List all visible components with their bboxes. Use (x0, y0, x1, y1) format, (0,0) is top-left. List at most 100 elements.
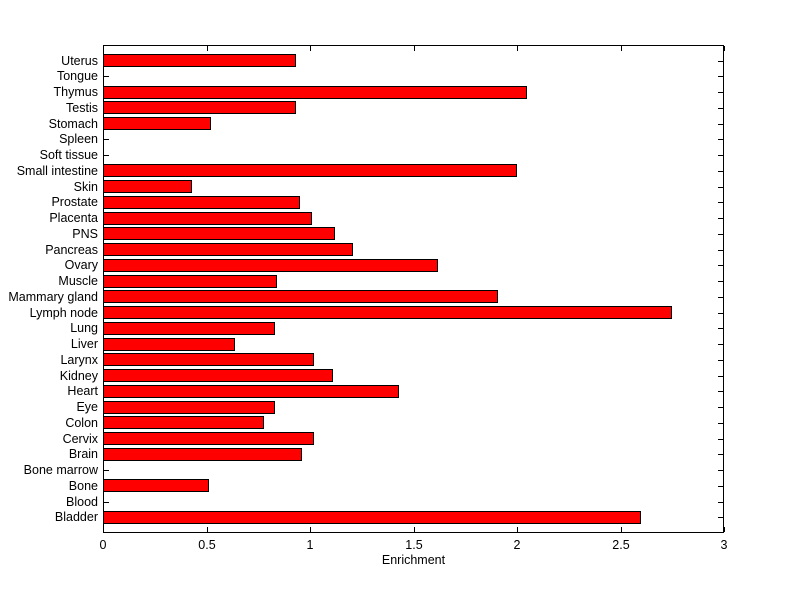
x-axis-tick-top (207, 46, 208, 51)
x-axis-tick-bottom (103, 527, 104, 532)
y-tick-label: Pancreas (45, 242, 98, 257)
bar-ovary (103, 259, 438, 272)
bar-prostate (103, 196, 300, 209)
y-axis-tick-left (104, 155, 109, 156)
y-tick-label: Placenta (49, 211, 98, 226)
x-tick-label: 1 (306, 538, 314, 552)
y-tick-label: Larynx (60, 352, 98, 367)
bar-thymus (103, 86, 527, 99)
y-axis-tick-right (718, 313, 723, 314)
x-axis-tick-top (103, 46, 104, 51)
y-axis-tick-right (718, 517, 723, 518)
y-tick-label: Muscle (58, 274, 98, 289)
bar-bladder (103, 511, 641, 524)
y-axis-tick-right (718, 328, 723, 329)
x-axis-title: Enrichment (381, 553, 446, 567)
y-axis-tick-left (104, 502, 109, 503)
x-axis-tick-bottom (724, 527, 725, 532)
bar-heart (103, 385, 399, 398)
y-axis-tick-right (718, 407, 723, 408)
x-tick-label: 0.5 (198, 538, 216, 552)
y-axis-tick-right (718, 376, 723, 377)
y-axis-tick-right (718, 171, 723, 172)
bar-placenta (103, 212, 312, 225)
x-axis-tick-top (414, 46, 415, 51)
x-tick-label: 3 (720, 538, 728, 552)
bar-lung (103, 322, 275, 335)
y-axis-tick-right (718, 250, 723, 251)
y-tick-label: Lung (70, 321, 98, 336)
bar-pancreas (103, 243, 353, 256)
y-tick-label: Bladder (54, 510, 98, 525)
y-tick-label: Uterus (61, 53, 98, 68)
y-tick-label: Eye (76, 400, 98, 415)
y-axis-tick-right (718, 344, 723, 345)
y-tick-label: Stomach (48, 116, 98, 131)
bar-eye (103, 401, 275, 414)
y-axis-tick-right (718, 92, 723, 93)
bar-muscle (103, 275, 277, 288)
x-axis-tick-top (621, 46, 622, 51)
y-tick-label: Bone (68, 478, 98, 493)
y-tick-label: Bone marrow (23, 463, 98, 478)
y-tick-label: Mammary gland (8, 289, 98, 304)
bar-stomach (103, 117, 211, 130)
y-axis-tick-right (718, 391, 723, 392)
y-axis-tick-right (718, 454, 723, 455)
bar-bone (103, 479, 209, 492)
x-axis-tick-bottom (207, 527, 208, 532)
x-axis-tick-bottom (621, 527, 622, 532)
bar-kidney (103, 369, 333, 382)
y-tick-label: Skin (73, 179, 98, 194)
y-axis-tick-right (718, 187, 723, 188)
y-axis-tick-right (718, 423, 723, 424)
y-tick-label: Testis (66, 100, 98, 115)
y-axis-tick-right (718, 281, 723, 282)
y-tick-label: Blood (66, 494, 98, 509)
y-axis-tick-right (718, 139, 723, 140)
bar-small-intestine (103, 164, 517, 177)
y-axis-tick-left (104, 76, 109, 77)
y-axis-tick-right (718, 297, 723, 298)
bar-testis (103, 101, 296, 114)
y-tick-label: Small intestine (16, 163, 98, 178)
y-tick-label: Soft tissue (39, 148, 98, 163)
bar-liver (103, 338, 235, 351)
y-tick-label: Cervix (62, 431, 98, 446)
y-axis-tick-right (718, 124, 723, 125)
y-axis-tick-right (718, 202, 723, 203)
bar-colon (103, 416, 264, 429)
x-tick-label: 2 (513, 538, 521, 552)
y-tick-label: Lymph node (29, 305, 98, 320)
x-tick-label: 1.5 (405, 538, 423, 552)
x-axis-tick-bottom (310, 527, 311, 532)
x-axis-tick-top (724, 46, 725, 51)
bar-brain (103, 448, 302, 461)
bar-uterus (103, 54, 296, 67)
y-tick-label: Heart (67, 384, 98, 399)
y-tick-label: Spleen (59, 132, 98, 147)
y-axis-tick-right (718, 265, 723, 266)
x-tick-label: 2.5 (612, 538, 630, 552)
y-axis-tick-right (718, 155, 723, 156)
x-axis-tick-top (310, 46, 311, 51)
bar-larynx (103, 353, 314, 366)
x-axis-tick-bottom (517, 527, 518, 532)
y-axis-tick-right (718, 360, 723, 361)
x-tick-label: 0 (99, 538, 107, 552)
y-axis-tick-left (104, 139, 109, 140)
bar-pns (103, 227, 335, 240)
x-axis-tick-top (517, 46, 518, 51)
bar-mammary-gland (103, 290, 498, 303)
y-axis-tick-right (718, 439, 723, 440)
y-axis-tick-right (718, 234, 723, 235)
y-axis-tick-right (718, 61, 723, 62)
y-axis-tick-right (718, 108, 723, 109)
y-axis-tick-right (718, 76, 723, 77)
bar-skin (103, 180, 192, 193)
y-axis-tick-right (718, 470, 723, 471)
y-axis-tick-right (718, 486, 723, 487)
y-tick-label: Tongue (56, 69, 98, 84)
y-tick-label: Liver (70, 337, 98, 352)
